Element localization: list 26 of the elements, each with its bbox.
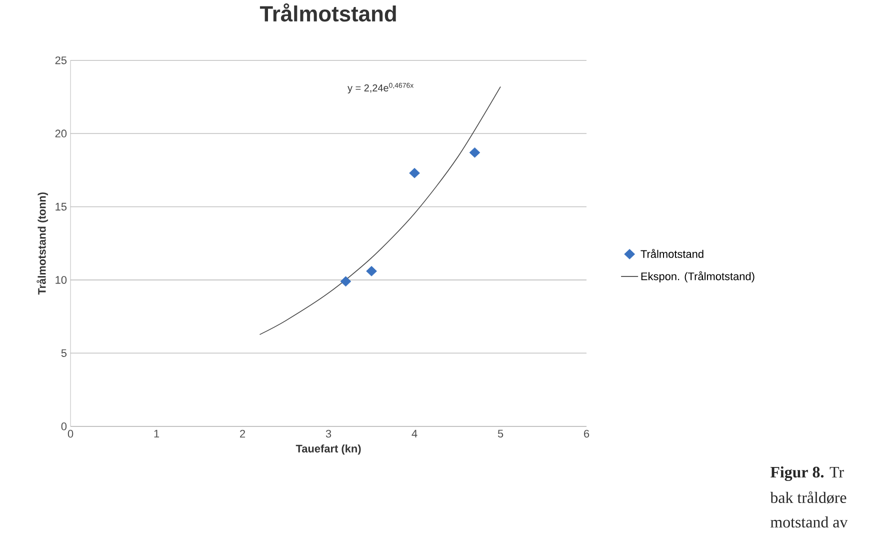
x-tick-label: 4 [412, 430, 418, 438]
y-tick-label: 25 [55, 56, 67, 64]
text: Figur 8. Tr [770, 466, 844, 481]
point [366, 266, 377, 276]
legend-label: Ekspon. (Trålmotstand) [641, 271, 754, 282]
x-tick-label: 3 [326, 430, 332, 438]
y-tick-label: 15 [56, 202, 67, 210]
x-tick-label: 2 [240, 430, 246, 438]
text: bak tråldøre [770, 491, 846, 504]
annotation: y = 2,24e$^{0,4676x}$ [348, 82, 414, 94]
x-tick-label: 5 [498, 430, 504, 438]
y-tick-label: 10 [56, 276, 67, 284]
chart-title: Trålmotstand [260, 3, 396, 22]
x-tick-label: 1 [154, 430, 160, 438]
y-tick-label: 20 [55, 130, 67, 138]
x-tick-label: 0 [68, 430, 74, 438]
text: motstand av [770, 516, 848, 528]
y-tick-label: 5 [61, 349, 67, 357]
x-axis-title: Tauefart (kn) [296, 444, 361, 455]
y-tick-label: 0 [61, 422, 67, 430]
point [469, 147, 480, 158]
legend-label: Trålmotstand [640, 248, 704, 258]
point [409, 168, 420, 178]
y-axis-title: Trålmotstand (tonn) [36, 192, 48, 295]
point [340, 276, 352, 287]
x-tick-label: 6 [584, 430, 590, 438]
